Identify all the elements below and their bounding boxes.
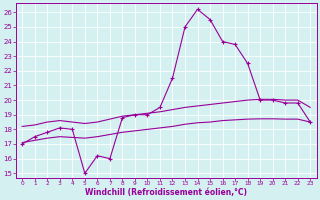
X-axis label: Windchill (Refroidissement éolien,°C): Windchill (Refroidissement éolien,°C)	[85, 188, 247, 197]
